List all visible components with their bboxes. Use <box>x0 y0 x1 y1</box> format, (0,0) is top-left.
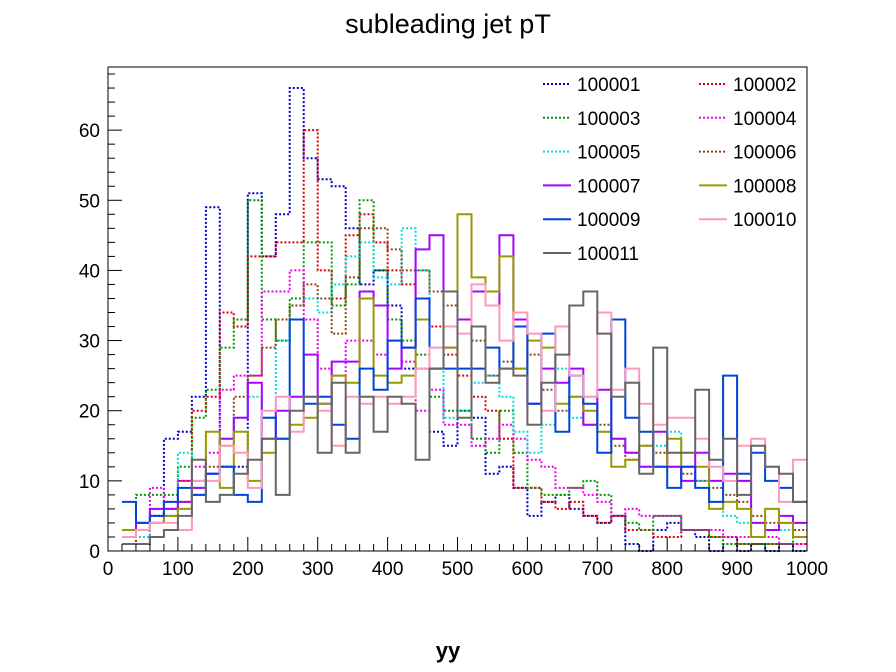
series-layer <box>122 87 807 552</box>
legend-label: 100006 <box>733 143 796 164</box>
series-line-100011 <box>122 290 807 545</box>
legend-label: 100007 <box>577 176 640 197</box>
series-line-100004 <box>122 269 807 545</box>
x-axis: 0 100 200 300 400 500 600 700 800 900 1000 <box>103 537 828 580</box>
legend-label: 100005 <box>577 143 640 164</box>
legend-label: 100004 <box>733 109 797 130</box>
legend: 100001 100002 100003 100004 100005 100006 1000… <box>543 75 797 265</box>
x-tick-label: 300 <box>302 559 334 580</box>
y-tick-label: 60 <box>79 121 100 142</box>
series-line-100002 <box>122 129 807 545</box>
x-tick-label: 1000 <box>786 559 828 580</box>
x-tick-label: 500 <box>442 559 474 580</box>
legend-label: 100003 <box>577 109 640 130</box>
y-tick-label: 30 <box>79 332 100 353</box>
x-axis-label: yy <box>436 638 461 663</box>
chart-title: subleading jet pT <box>345 9 551 39</box>
y-tick-label: 50 <box>79 191 100 212</box>
series-line-100006 <box>122 227 807 545</box>
series-line-100005 <box>122 227 807 545</box>
legend-label: 100009 <box>577 210 640 231</box>
legend-label: 100002 <box>733 75 796 96</box>
legend-label: 100011 <box>577 244 639 265</box>
y-tick-label: 10 <box>79 472 100 493</box>
y-tick-label: 40 <box>79 261 100 282</box>
y-tick-label: 0 <box>89 542 100 563</box>
x-tick-label: 800 <box>651 559 683 580</box>
y-tick-label: 20 <box>79 402 100 423</box>
x-tick-label: 100 <box>162 559 194 580</box>
legend-label: 100008 <box>733 176 796 197</box>
x-tick-label: 700 <box>581 559 613 580</box>
series-line-100007 <box>122 234 807 531</box>
x-tick-label: 400 <box>372 559 404 580</box>
y-axis: 0 10 20 30 40 50 60 <box>79 73 122 563</box>
x-tick-label: 900 <box>721 559 753 580</box>
legend-label: 100010 <box>733 210 796 231</box>
series-line-100003 <box>122 199 807 545</box>
x-tick-label: 200 <box>232 559 264 580</box>
x-tick-label: 600 <box>512 559 544 580</box>
x-tick-label: 0 <box>103 559 114 580</box>
legend-label: 100001 <box>577 75 640 96</box>
